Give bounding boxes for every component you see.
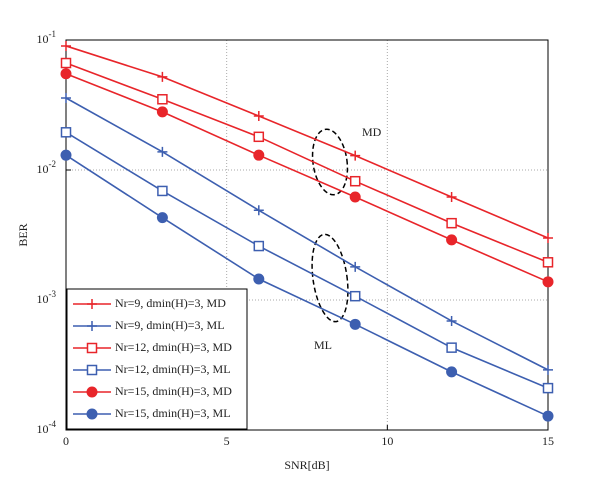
marker <box>156 106 168 118</box>
x-tick-label: 10 <box>381 434 393 448</box>
marker <box>253 131 265 143</box>
series <box>61 40 553 243</box>
marker <box>253 240 265 252</box>
marker <box>350 261 361 272</box>
marker <box>60 57 72 69</box>
y-tick-exponent: -1 <box>49 29 57 39</box>
series <box>60 57 554 268</box>
marker <box>157 146 168 157</box>
legend-label: Nr=9, dmin(H)=3, ML <box>115 318 225 332</box>
y-tick-label: 10-4 <box>37 419 57 436</box>
legend-label: Nr=12, dmin(H)=3, MD <box>115 340 232 354</box>
marker <box>350 150 361 161</box>
y-tick-label: 10-3 <box>37 289 57 306</box>
marker <box>61 40 71 51</box>
series-line <box>65 131 549 389</box>
marker <box>542 276 554 288</box>
marker <box>446 366 458 378</box>
y-tick-label: 10-2 <box>37 159 57 176</box>
marker <box>446 234 458 246</box>
series <box>60 149 554 422</box>
series-line <box>65 154 549 417</box>
marker <box>157 71 168 82</box>
marker <box>253 149 265 161</box>
legend-label: Nr=9, dmin(H)=3, MD <box>115 296 226 310</box>
series <box>61 92 553 375</box>
marker <box>446 217 457 229</box>
annotation: MD <box>362 125 382 139</box>
legend-label: Nr=15, dmin(H)=3, ML <box>115 406 231 420</box>
x-tick-label: 0 <box>63 434 69 448</box>
marker <box>349 175 361 187</box>
marker <box>253 273 265 285</box>
marker <box>446 342 457 353</box>
marker <box>543 232 553 243</box>
series-line <box>65 45 549 239</box>
legend-marker <box>87 321 97 331</box>
series-line <box>65 62 549 264</box>
legend-label: Nr=12, dmin(H)=3, ML <box>115 362 231 376</box>
marker <box>542 410 554 422</box>
ml-ellipse <box>311 233 349 323</box>
marker <box>60 68 72 80</box>
legend-marker <box>87 299 97 309</box>
marker <box>253 111 264 122</box>
x-tick-label: 5 <box>224 434 230 448</box>
marker <box>542 382 554 394</box>
legend-marker <box>86 364 98 376</box>
legend-label: Nr=15, dmin(H)=3, MD <box>115 384 232 398</box>
marker <box>253 205 264 216</box>
md-ellipse <box>311 128 349 196</box>
marker <box>349 318 361 330</box>
y-tick-exponent: -3 <box>49 289 57 299</box>
y-tick-base: 10 <box>37 162 49 176</box>
marker <box>156 212 168 224</box>
y-tick-exponent: -4 <box>49 419 57 429</box>
y-tick-base: 10 <box>37 32 49 46</box>
legend-marker <box>86 342 98 354</box>
series <box>60 127 554 394</box>
series-line <box>65 97 549 371</box>
marker <box>542 257 554 268</box>
marker <box>60 149 72 161</box>
y-tick-base: 10 <box>37 422 49 436</box>
series-line <box>65 73 549 283</box>
marker <box>543 364 553 375</box>
marker <box>349 290 361 302</box>
marker <box>60 127 72 138</box>
x-tick-label: 15 <box>542 434 554 448</box>
marker <box>157 94 168 105</box>
legend-marker <box>86 386 98 398</box>
x-axis-label: SNR[dB] <box>284 458 329 472</box>
marker <box>446 315 457 326</box>
marker <box>446 191 457 202</box>
marker <box>61 92 71 103</box>
legend-marker <box>86 408 98 420</box>
y-tick-exponent: -2 <box>49 159 57 169</box>
legend-box <box>66 288 248 430</box>
marker <box>349 191 361 203</box>
y-tick-label: 10-1 <box>37 29 57 46</box>
y-tick-base: 10 <box>37 292 49 306</box>
marker <box>157 185 168 197</box>
series <box>60 68 554 288</box>
annotation: ML <box>314 338 332 352</box>
y-axis-label: BER <box>16 223 30 246</box>
